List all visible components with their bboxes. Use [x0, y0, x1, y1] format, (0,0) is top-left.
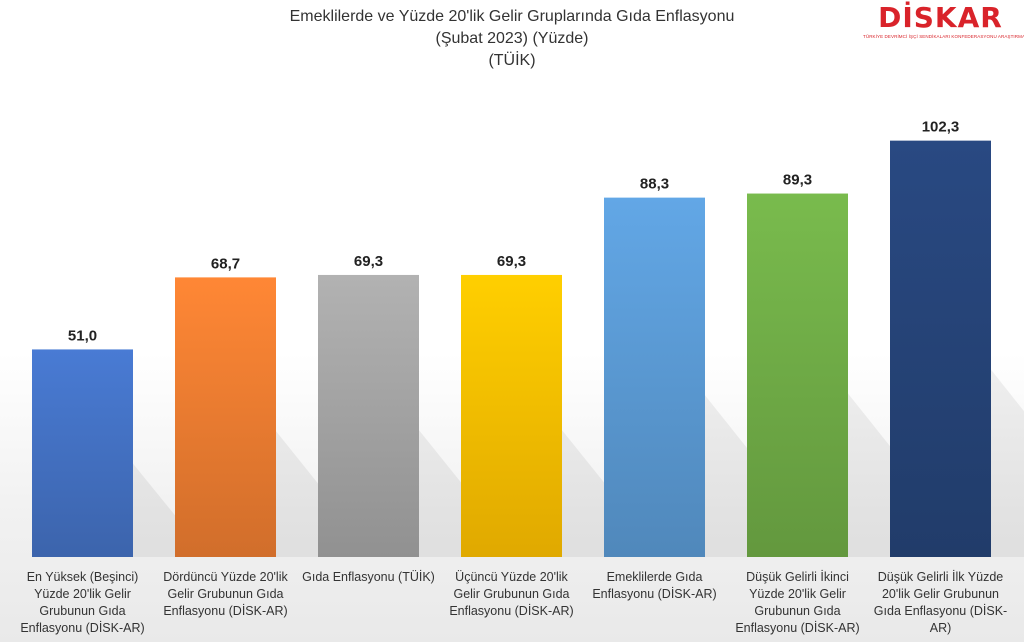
x-tick-label-2: Dördüncü Yüzde 20'lik Gelir Grubunun Gıd… — [163, 570, 288, 618]
bar-4 — [461, 274, 562, 557]
data-label-7: 102,3 — [922, 119, 960, 136]
x-tick-label-4: Üçüncü Yüzde 20'lik Gelir Grubunun Gıda … — [449, 570, 574, 618]
bar-6 — [747, 193, 848, 557]
bar-7 — [890, 140, 991, 557]
chart-title: Emeklilerde ve Yüzde 20'lik Gelir Grupla… — [0, 6, 1024, 72]
bar-shadow — [991, 369, 1024, 557]
bar-1 — [32, 349, 133, 557]
data-label-6: 89,3 — [783, 172, 812, 189]
x-tick-label-3: Gıda Enflasyonu (TÜİK) — [302, 570, 435, 584]
x-tick-label-7: Düşük Gelirli İlk Yüzde 20'lik Gelir Gru… — [873, 570, 1008, 635]
data-label-5: 88,3 — [640, 176, 669, 193]
data-label-3: 69,3 — [354, 253, 383, 270]
logo-text: DİSKAR — [878, 1, 1003, 34]
x-tick-label-6: Düşük Gelirli İkinci Yüzde 20'lik Gelir … — [735, 570, 860, 635]
data-label-2: 68,7 — [211, 255, 240, 272]
chart-title-line-1: Emeklilerde ve Yüzde 20'lik Gelir Grupla… — [289, 8, 735, 25]
bar-5 — [604, 197, 705, 557]
data-label-4: 69,3 — [497, 253, 526, 270]
bar-2 — [175, 277, 276, 557]
x-tick-label-5: Emeklilerde Gıda Enflasyonu (DİSK-AR) — [592, 570, 717, 601]
x-tick-label-1: En Yüksek (Beşinci) Yüzde 20'lik Gelir G… — [20, 570, 145, 635]
chart-title-line-2: (Şubat 2023) (Yüzde) — [435, 30, 589, 47]
chart-title-line-3: (TÜİK) — [488, 52, 536, 69]
bar-3 — [318, 274, 419, 557]
data-label-1: 51,0 — [68, 327, 97, 344]
disk-ar-logo: DİSKAR TÜRKİYE DEVRİMCİ İŞÇİ SENDİKALARI… — [863, 1, 1024, 48]
logo-subtitle: TÜRKİYE DEVRİMCİ İŞÇİ SENDİKALARI KONFED… — [863, 34, 1024, 39]
